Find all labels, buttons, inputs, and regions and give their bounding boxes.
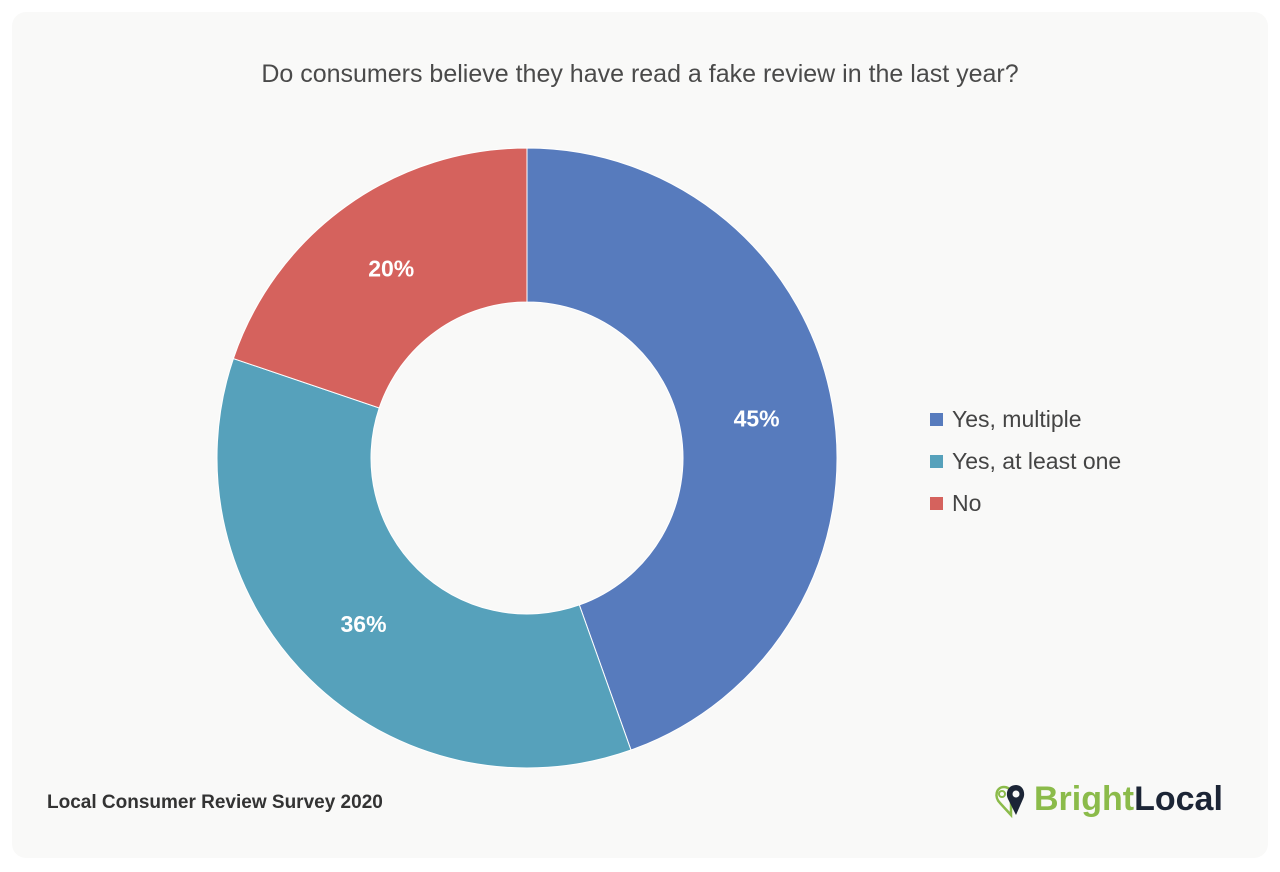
data-label: 20% (368, 256, 414, 282)
legend-item-no[interactable]: No (930, 482, 1121, 524)
legend: Yes, multiple Yes, at least one No (930, 398, 1121, 524)
logo-text-local: Local (1134, 780, 1223, 818)
location-pin-heart-icon (995, 784, 1025, 818)
legend-item-yes-at-least-one[interactable]: Yes, at least one (930, 440, 1121, 482)
legend-label: Yes, multiple (952, 405, 1082, 432)
data-label: 45% (734, 405, 780, 431)
source-caption: Local Consumer Review Survey 2020 (47, 792, 383, 813)
brightlocal-logo: Bright Local (992, 780, 1223, 819)
legend-swatch (930, 454, 943, 468)
slice-no[interactable] (232, 147, 528, 409)
logo-text-bright: Bright (1034, 780, 1135, 818)
legend-label: No (952, 489, 982, 516)
legend-swatch (930, 412, 943, 426)
slice-yes-at-least-one[interactable] (216, 357, 632, 769)
legend-swatch (930, 496, 943, 510)
legend-label: Yes, at least one (952, 447, 1122, 474)
data-label: 36% (341, 611, 387, 637)
slice-yes-multiple[interactable] (526, 147, 838, 751)
chart-title: Do consumers believe they have read a fa… (261, 60, 1019, 88)
legend-item-yes-multiple[interactable]: Yes, multiple (930, 398, 1121, 440)
